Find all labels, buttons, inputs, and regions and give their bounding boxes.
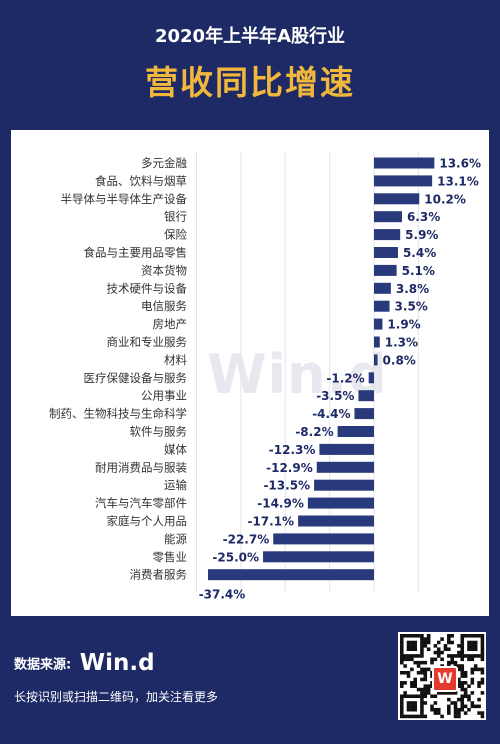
value-label: 5.4%: [403, 246, 436, 260]
category-label: 材料: [164, 353, 187, 367]
bar: [374, 193, 420, 205]
category-label: 电信服务: [141, 299, 187, 313]
data-source: 数据来源: Win.d: [14, 650, 155, 676]
bar: [374, 318, 383, 330]
category-label: 汽车与汽车零部件: [95, 496, 187, 510]
value-label: -17.1%: [247, 515, 294, 529]
category-label: 技术硬件与设备: [107, 281, 188, 295]
bar: [354, 408, 374, 420]
category-label: 运输: [164, 478, 187, 492]
data-source-label: 数据来源:: [14, 657, 72, 673]
value-label: 13.6%: [439, 157, 481, 171]
category-label: 半导体与半导体生产设备: [61, 192, 188, 206]
category-label: 消费者服务: [130, 568, 188, 582]
value-label: 3.5%: [395, 300, 428, 314]
category-label: 食品与主要用品零售: [84, 246, 188, 260]
category-label: 资本货物: [141, 263, 187, 277]
bar: [374, 247, 398, 258]
value-label: 13.1%: [437, 174, 479, 188]
bar: [208, 569, 374, 581]
bar: [307, 497, 374, 509]
value-label: -37.4%: [199, 588, 246, 602]
chart-subtitle: 营收同比增速: [145, 63, 355, 102]
value-label: -8.2%: [295, 425, 333, 439]
bar: [374, 300, 390, 312]
qr-pattern: [400, 634, 485, 719]
qr-code[interactable]: W: [398, 632, 486, 720]
bar: [319, 443, 374, 455]
bar: [263, 551, 374, 563]
bar: [316, 461, 374, 473]
bar: [374, 229, 401, 241]
category-label: 医疗保健设备与服务: [84, 371, 188, 385]
category-label: 食品、饮料与烟草: [95, 174, 187, 188]
bar: [374, 336, 380, 348]
value-label: -12.3%: [269, 443, 316, 457]
value-label: 0.8%: [383, 353, 416, 367]
value-label: 10.2%: [424, 192, 466, 206]
follow-note: 长按识别或扫描二维码，加关注看更多: [14, 690, 219, 704]
category-label: 家庭与个人用品: [107, 514, 188, 528]
category-label: 保险: [164, 228, 187, 242]
category-label: 银行: [164, 210, 187, 224]
value-label: -12.9%: [266, 461, 313, 475]
bar: [368, 372, 374, 384]
category-label: 软件与服务: [130, 425, 188, 439]
value-label: -14.9%: [257, 497, 304, 511]
bar: [374, 157, 435, 169]
wind-logo: Win.d: [79, 650, 155, 676]
qr-logo-icon: W: [432, 666, 458, 692]
chart-title: 2020年上半年A股行业: [154, 26, 346, 47]
value-label: 1.9%: [387, 318, 420, 332]
value-label: 6.3%: [407, 210, 440, 224]
bar: [337, 426, 374, 437]
value-label: 5.1%: [402, 264, 435, 278]
bar: [374, 211, 402, 223]
watermark-logo: Win.d: [207, 343, 388, 406]
category-label: 公用事业: [141, 389, 187, 403]
bar: [374, 282, 391, 294]
bar-chart: 多元金融 13.6% 食品、饮料与烟草 13.1% 半导体与半导体生产设备 10.2% 银行…: [49, 152, 481, 602]
value-label: -4.4%: [312, 407, 350, 421]
value-label: -13.5%: [263, 479, 310, 493]
category-label: 房地产: [153, 317, 188, 331]
value-label: -1.2%: [326, 371, 364, 385]
category-label: 制药、生物科技与生命科学: [49, 407, 187, 421]
header: 2020年上半年A股行业 营收同比增速: [0, 0, 500, 120]
value-label: 5.9%: [405, 228, 438, 242]
bar: [374, 264, 397, 276]
category-label: 零售业: [153, 550, 188, 564]
value-label: 3.8%: [396, 282, 429, 296]
category-label: 能源: [164, 532, 187, 546]
category-label: 商业和专业服务: [107, 335, 188, 349]
value-label: -22.7%: [223, 532, 270, 546]
bar: [314, 479, 374, 491]
category-label: 媒体: [164, 442, 187, 456]
value-label: -3.5%: [316, 389, 354, 403]
chart-panel: Win.d 多元金融 13.6% 食品、饮料与烟草 13.1% 半导体与半导体生产设备 1…: [11, 130, 489, 616]
bar: [298, 515, 374, 527]
category-label: 多元金融: [141, 156, 187, 170]
value-label: -25.0%: [212, 550, 259, 564]
value-label: 1.3%: [385, 336, 418, 350]
bar: [358, 390, 374, 402]
category-label: 耐用消费品与服装: [95, 460, 187, 474]
bar: [273, 533, 374, 545]
bar: [374, 175, 433, 187]
bar: [374, 354, 378, 366]
